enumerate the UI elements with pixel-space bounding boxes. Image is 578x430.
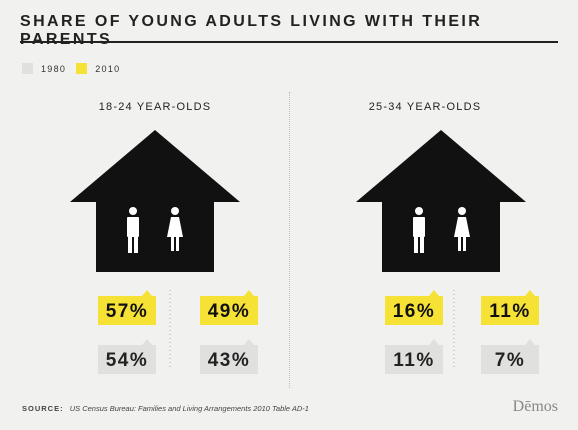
value-label-1980-18-24-1: 43% bbox=[208, 350, 251, 371]
chart-title: SHARE OF YOUNG ADULTS LIVING WITH THEIR … bbox=[20, 13, 483, 48]
title-rule bbox=[20, 41, 558, 43]
footer: SOURCE: US Census Bureau: Families and L… bbox=[22, 404, 309, 413]
panel-title-18-24: 18-24 YEAR-OLDS bbox=[98, 101, 212, 113]
label-box-1980-18-24-1 bbox=[200, 339, 258, 374]
footer-source-label: SOURCE: bbox=[22, 404, 64, 413]
value-label-2010-25-34-1: 11% bbox=[489, 301, 530, 322]
male-figure-icon-18-24 bbox=[127, 207, 139, 253]
legend-label-1980: 1980 bbox=[41, 63, 67, 74]
value-label-1980-18-24-0: 54% bbox=[106, 350, 149, 371]
value-label-1980-25-34-0: 11% bbox=[393, 350, 434, 371]
label-box-2010-25-34-0 bbox=[385, 290, 443, 325]
house-roof-18-24 bbox=[70, 130, 240, 202]
house-body-25-34 bbox=[382, 201, 500, 272]
female-figure-icon-18-24 bbox=[167, 207, 183, 251]
value-label-1980-25-34-1: 7% bbox=[495, 350, 525, 371]
value-label-2010-25-34-0: 16% bbox=[393, 301, 436, 322]
legend-label-2010: 2010 bbox=[95, 63, 121, 74]
demos-logo: Dēmos bbox=[512, 398, 558, 415]
house-body-18-24 bbox=[96, 201, 214, 272]
legend-swatch-1980 bbox=[22, 63, 33, 74]
male-figure-icon-25-34 bbox=[413, 207, 425, 253]
legend-item-2010: 2010 bbox=[76, 63, 120, 74]
house-roof-25-34 bbox=[356, 130, 526, 202]
label-box-1980-18-24-0 bbox=[98, 339, 156, 374]
label-box-1980-25-34-0 bbox=[385, 339, 443, 374]
panel-title-25-34: 25-34 YEAR-OLDS bbox=[368, 101, 482, 113]
footer-source-text: US Census Bureau: Families and Living Ar… bbox=[69, 404, 309, 413]
legend: 1980 2010 bbox=[22, 63, 120, 74]
label-box-2010-18-24-1 bbox=[200, 290, 258, 325]
female-figure-icon-25-34 bbox=[454, 207, 470, 251]
legend-swatch-2010 bbox=[76, 63, 88, 74]
value-label-2010-18-24-0: 57% bbox=[106, 301, 149, 322]
panel-divider bbox=[289, 92, 290, 388]
label-box-2010-18-24-0 bbox=[98, 290, 156, 325]
label-box-2010-25-34-1 bbox=[481, 290, 539, 325]
value-label-2010-18-24-1: 49% bbox=[208, 301, 251, 322]
label-box-1980-25-34-1 bbox=[481, 339, 539, 374]
legend-item-1980: 1980 bbox=[22, 63, 66, 74]
